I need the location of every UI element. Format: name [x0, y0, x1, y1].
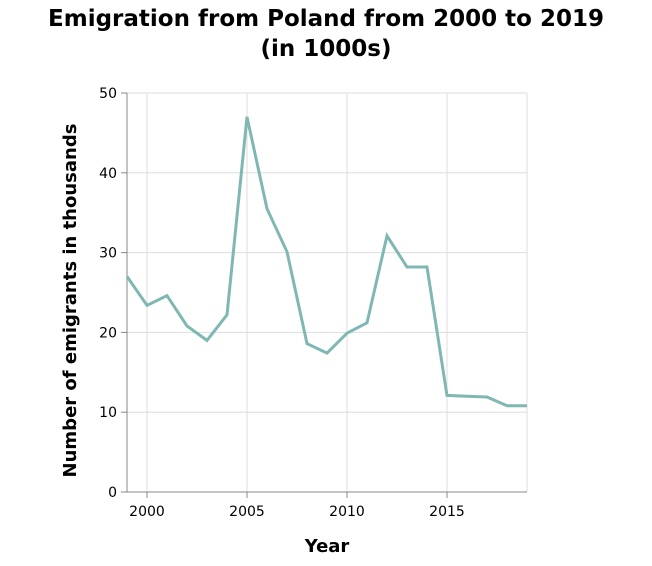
y-tick-label: 40 — [99, 166, 117, 182]
axes — [126, 93, 527, 493]
y-axis-ticks: 0 10 20 30 40 50 — [99, 86, 127, 501]
y-tick-label: 20 — [99, 325, 117, 341]
chart-title: Emigration from Poland from 2000 to 2019… — [0, 4, 652, 64]
chart-title-line-2: (in 1000s) — [260, 36, 392, 62]
y-tick-label: 0 — [108, 485, 117, 501]
y-tick-label: 10 — [99, 405, 117, 421]
x-tick-label: 2005 — [229, 504, 265, 520]
y-tick-label: 50 — [99, 86, 117, 102]
y-axis-title: Number of emigrants in thousands — [60, 124, 81, 478]
x-axis-ticks: 2000 2005 2010 2015 — [129, 492, 465, 520]
x-axis-title: Year — [304, 536, 350, 557]
series-lines — [125, 116, 527, 408]
x-tick-label: 2010 — [329, 504, 365, 520]
gridlines — [127, 92, 528, 493]
y-tick-label: 30 — [99, 246, 117, 262]
series-line-0 — [125, 116, 527, 408]
chart-title-line-1: Emigration from Poland from 2000 to 2019 — [48, 6, 604, 32]
x-tick-label: 2015 — [429, 504, 465, 520]
x-tick-label: 2000 — [129, 504, 165, 520]
